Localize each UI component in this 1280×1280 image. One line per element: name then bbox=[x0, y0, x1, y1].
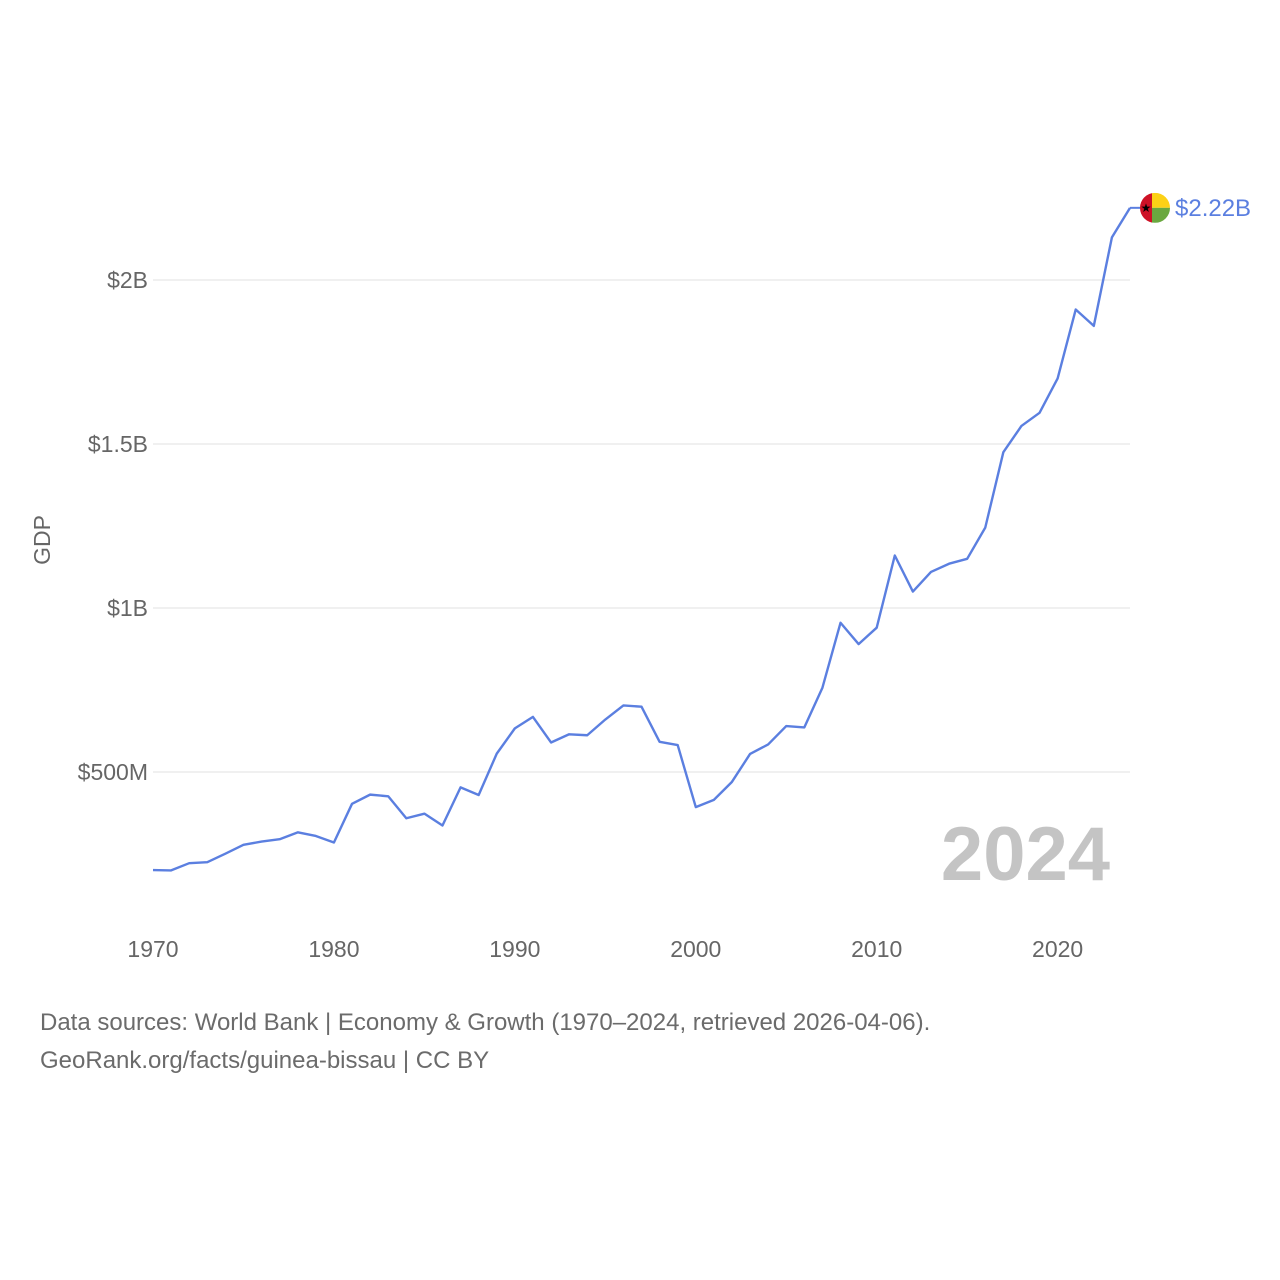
y-tick-label: $2B bbox=[107, 267, 148, 293]
current-year-label: 2024 bbox=[941, 812, 1110, 897]
end-value-label: $2.22B bbox=[1175, 195, 1251, 222]
y-tick-label: $1B bbox=[107, 595, 148, 621]
footer: Data sources: World Bank | Economy & Gro… bbox=[40, 1004, 930, 1080]
attribution-line: GeoRank.org/facts/guinea-bissau | CC BY bbox=[40, 1047, 490, 1074]
x-tick-label: 2000 bbox=[670, 936, 721, 962]
x-tick-label: 1970 bbox=[127, 936, 178, 962]
x-tick-label: 2020 bbox=[1032, 936, 1083, 962]
gdp-line-chart: $500M $1B $1.5B $2B 1970 1980 1990 2000 2010 202… bbox=[29, 192, 1251, 962]
y-axis-ticks: $500M $1B $1.5B $2B bbox=[78, 267, 148, 785]
svg-text:★: ★ bbox=[1141, 201, 1152, 215]
y-tick-label: $1.5B bbox=[88, 431, 148, 457]
x-tick-label: 1990 bbox=[489, 936, 540, 962]
grid-lines bbox=[153, 279, 1130, 773]
x-tick-label: 2010 bbox=[851, 936, 902, 962]
x-axis-ticks: 1970 1980 1990 2000 2010 2020 bbox=[127, 936, 1083, 962]
y-axis-title: GDP bbox=[29, 515, 55, 565]
y-tick-label: $500M bbox=[78, 759, 148, 785]
x-tick-label: 1980 bbox=[308, 936, 359, 962]
data-source-line: Data sources: World Bank | Economy & Gro… bbox=[40, 1009, 931, 1036]
series-line-guinea-bissau bbox=[152, 207, 1132, 872]
